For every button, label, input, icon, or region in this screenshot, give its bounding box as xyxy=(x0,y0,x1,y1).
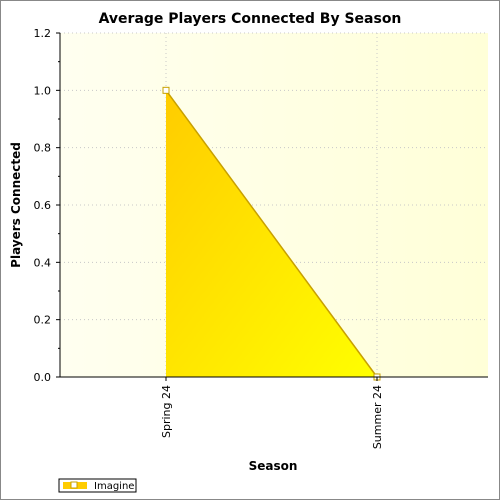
x-tick-label: Summer 24 xyxy=(371,385,384,449)
x-ticks: Spring 24 Summer 24 xyxy=(160,377,384,449)
y-tick-label: 0.2 xyxy=(34,314,52,327)
legend: Imagine xyxy=(58,478,137,493)
data-point xyxy=(162,86,170,94)
x-axis-title: Season xyxy=(249,459,298,473)
legend-label: Imagine xyxy=(94,481,134,492)
y-tick-label: 0.4 xyxy=(34,256,52,269)
y-tick-label: 1.0 xyxy=(34,84,52,97)
series-line xyxy=(165,89,378,378)
y-ticks: 0.0 0.2 0.4 0.6 0.8 1.0 1.2 xyxy=(34,27,60,384)
y-tick-label: 0.8 xyxy=(34,142,52,155)
y-tick-label: 1.2 xyxy=(34,27,52,40)
y-tick-label: 0.6 xyxy=(34,199,52,212)
y-tick-label: 0.0 xyxy=(34,371,52,384)
chart-title: Average Players Connected By Season xyxy=(99,11,402,27)
x-tick-label: Spring 24 xyxy=(160,385,173,438)
y-axis-title: Players Connected xyxy=(9,142,23,268)
legend-marker xyxy=(70,481,78,489)
